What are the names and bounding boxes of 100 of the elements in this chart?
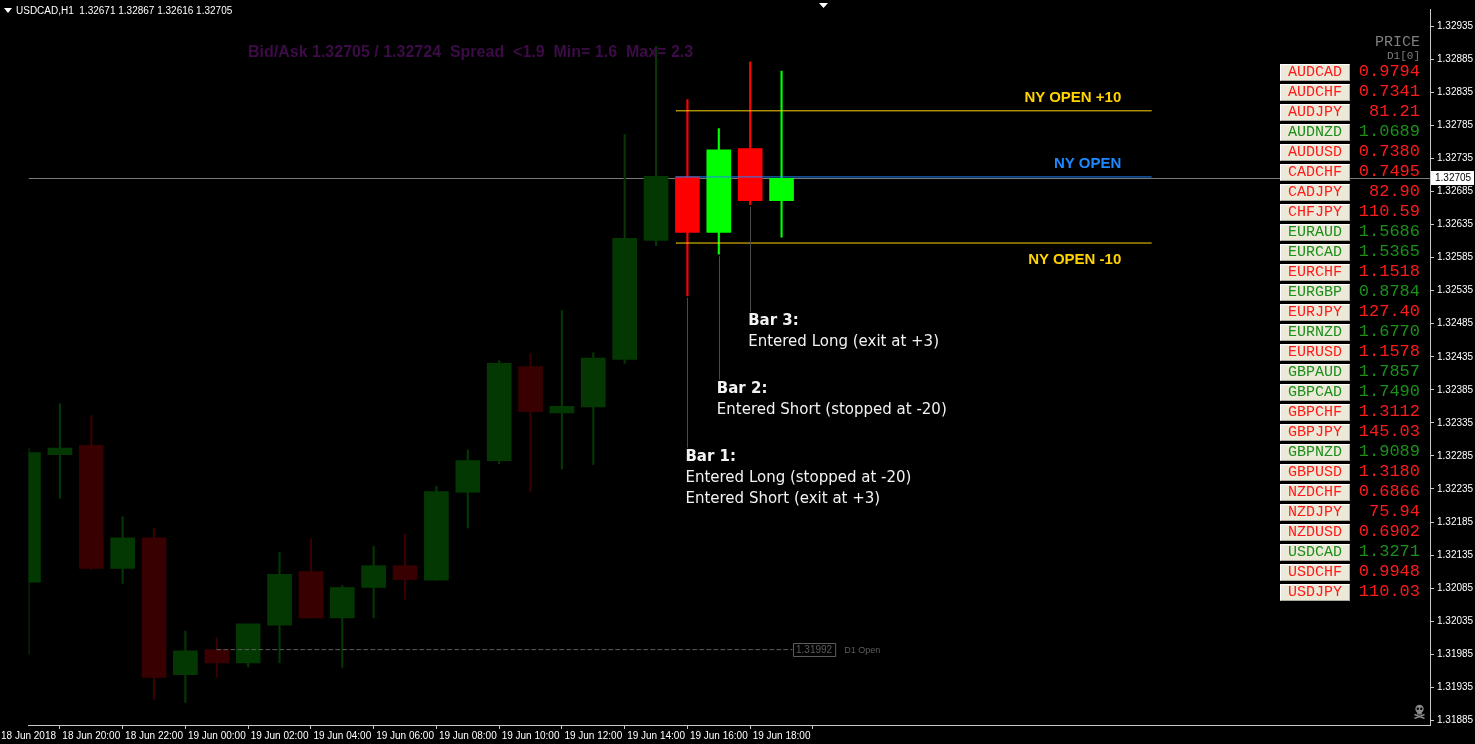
- category-label: GBPCHF: [1280, 404, 1350, 421]
- x-tick-label: 19 Jun 00:00: [187, 729, 247, 741]
- category-label: EURNZD: [1280, 324, 1350, 341]
- category-label: AUDCHF: [1280, 84, 1350, 101]
- x-tick-label: 19 Jun 14:00: [627, 729, 686, 741]
- x-tick-label: 19 Jun 08:00: [438, 729, 498, 741]
- category-label: GBPAUD: [1280, 364, 1350, 381]
- y-tick-label: 1.32135: [1437, 548, 1474, 560]
- category-label: USDCHF: [1280, 564, 1350, 581]
- text: 1.1518: [1358, 262, 1420, 281]
- category-label: EURUSD: [1280, 344, 1350, 361]
- annotation: Bar 2: Entered Short (stopped at -20): [716, 378, 947, 418]
- text: 1.0689: [1358, 122, 1420, 141]
- text: 1.1578: [1358, 342, 1420, 361]
- category-label: AUDUSD: [1280, 144, 1350, 161]
- x-tick-label: 18 Jun 22:00: [125, 729, 184, 741]
- y-tick-label: 1.32235: [1437, 482, 1474, 494]
- category-label: EURGBP: [1280, 284, 1350, 301]
- annotation: Bar 1: Entered Long (stopped at -20) Entered Short (exit at +3): [685, 446, 912, 507]
- y-tick-label: 1.32585: [1437, 251, 1474, 263]
- category-label: GBPUSD: [1280, 464, 1350, 481]
- x-tick-label: 19 Jun 06:00: [376, 729, 435, 741]
- category-label: GBPJPY: [1280, 424, 1350, 441]
- text: 0.6866: [1358, 482, 1420, 501]
- y-tick-label: 1.32335: [1437, 416, 1474, 428]
- text: 82.90: [1368, 182, 1420, 201]
- x-tick-label: 19 Jun 18:00: [752, 729, 811, 741]
- text: 145.03: [1358, 422, 1420, 441]
- y-tick-label: 1.31935: [1437, 681, 1474, 693]
- text: 1.9089: [1358, 442, 1420, 461]
- text: 1.3271: [1358, 542, 1420, 561]
- text: 75.94: [1368, 502, 1420, 521]
- text: 0.6902: [1358, 522, 1420, 541]
- category-label: GBPNZD: [1280, 444, 1350, 461]
- text: 110.59: [1358, 202, 1420, 221]
- series-label: NY OPEN -10: [1028, 250, 1122, 268]
- candlestick: [518, 353, 543, 492]
- x-tick-label: 19 Jun 04:00: [313, 729, 372, 741]
- y-tick-label: 1.32935: [1437, 19, 1474, 31]
- category-label: CADJPY: [1280, 184, 1350, 201]
- annotation: Bid/Ask 1.32705 / 1.32724 Spread <1.9 Min= 1.6 Max= 2.3: [248, 43, 694, 61]
- category-label: EURCHF: [1280, 264, 1350, 281]
- x-tick-label: 19 Jun 12:00: [564, 729, 623, 741]
- data-label: 1.31992: [796, 643, 833, 655]
- category-label: CHFJPY: [1280, 204, 1350, 221]
- series-label: NY OPEN +10: [1024, 87, 1122, 105]
- text: 1.5686: [1358, 222, 1420, 241]
- text: 0.7495: [1358, 162, 1420, 181]
- category-label: EURAUD: [1280, 224, 1350, 241]
- y-tick-label: 1.32035: [1437, 614, 1474, 626]
- ref-line-label: 1.32705: [1435, 172, 1472, 184]
- text: 1.7857: [1358, 362, 1420, 381]
- y-tick-label: 1.32485: [1437, 317, 1474, 329]
- annotation: Bar 3: Entered Long (exit at +3): [748, 310, 940, 350]
- y-tick-label: 1.31985: [1437, 648, 1474, 660]
- text: 0.7380: [1358, 142, 1420, 161]
- y-tick-label: 1.31885: [1437, 714, 1474, 726]
- series-label: NY OPEN: [1054, 154, 1122, 172]
- category-label: CADCHF: [1280, 164, 1350, 181]
- y-tick-label: 1.32835: [1437, 86, 1474, 98]
- text: 0.9794: [1358, 62, 1420, 81]
- x-tick-label: 18 Jun 20:00: [62, 729, 121, 741]
- category-label: NZDJPY: [1280, 504, 1350, 521]
- y-tick-label: 1.32635: [1437, 218, 1474, 230]
- candlestick: [769, 70, 794, 238]
- y-tick-label: 1.32385: [1437, 383, 1474, 395]
- category-label: NZDUSD: [1280, 524, 1350, 541]
- text: 127.40: [1358, 302, 1420, 321]
- y-tick-label: 1.32085: [1437, 581, 1474, 593]
- text: 81.21: [1368, 102, 1420, 121]
- category-label: EURJPY: [1280, 304, 1350, 321]
- x-tick-label: 19 Jun 16:00: [689, 729, 749, 741]
- text: 110.03: [1358, 582, 1420, 601]
- category-label: NZDCHF: [1280, 484, 1350, 501]
- y-tick-label: 1.32735: [1437, 152, 1474, 164]
- category-label: AUDJPY: [1280, 104, 1350, 121]
- text: PRICE: [1374, 34, 1420, 51]
- text: 1.6770: [1358, 322, 1420, 341]
- y-tick-label: 1.32785: [1437, 119, 1474, 131]
- y-tick-label: 1.32685: [1437, 185, 1474, 197]
- text: 1.5365: [1358, 242, 1420, 261]
- text: 1.7490: [1358, 382, 1420, 401]
- y-tick-label: 1.32535: [1437, 284, 1474, 296]
- text: D1[0]: [1386, 50, 1420, 62]
- y-tick-label: 1.32885: [1437, 53, 1474, 64]
- text: 0.9948: [1358, 562, 1420, 581]
- x-tick-label: 19 Jun 10:00: [501, 729, 560, 741]
- x-tick-label: 18 Jun 2018: [0, 729, 57, 741]
- category-label: AUDNZD: [1280, 124, 1350, 141]
- text: 0.8784: [1358, 282, 1420, 301]
- text: 1.3112: [1358, 402, 1420, 421]
- y-tick-label: 1.32435: [1437, 350, 1474, 362]
- text: 0.7341: [1358, 82, 1420, 101]
- y-tick-label: 1.32185: [1437, 515, 1474, 527]
- category-label: AUDCAD: [1280, 64, 1350, 81]
- candlestick: [675, 99, 700, 297]
- category-label: USDCAD: [1280, 544, 1350, 561]
- y-tick-label: 1.32285: [1437, 449, 1474, 461]
- legend-label: D1 Open: [844, 645, 881, 656]
- x-tick-label: 19 Jun 02:00: [250, 729, 309, 741]
